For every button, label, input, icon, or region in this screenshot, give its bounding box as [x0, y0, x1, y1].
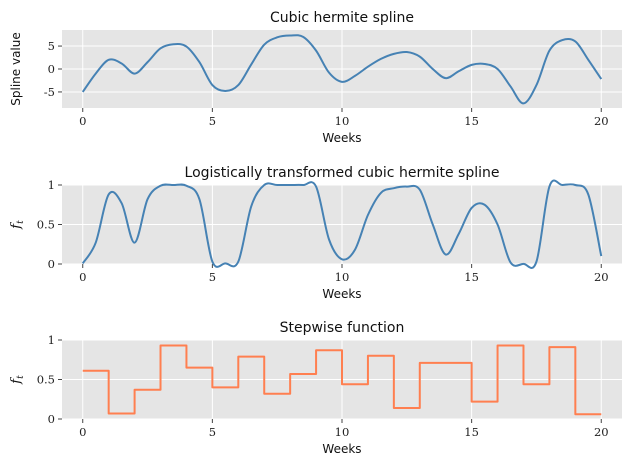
series-line [81, 179, 603, 269]
y-axis-label: ft [9, 375, 26, 385]
x-axis-label: Weeks [322, 442, 361, 456]
y-tick-label: 1 [48, 333, 55, 347]
y-tick-label: 5 [48, 39, 55, 53]
x-tick-label: 5 [209, 425, 216, 439]
x-axis-label: Weeks [322, 131, 361, 145]
series-line [82, 344, 602, 416]
x-tick-label: 0 [79, 270, 86, 284]
x-tick-label: 15 [464, 270, 479, 284]
chart-title: Stepwise function [280, 320, 405, 336]
chart-title: Cubic hermite spline [270, 10, 414, 26]
y-tick-label: 0 [48, 257, 55, 271]
y-axis-label: Spline value [9, 32, 23, 105]
x-tick-label: 5 [209, 114, 216, 128]
x-tick-label: 15 [464, 114, 479, 128]
panel-2: 0 5 10 15 20 0 0.5 1 Logistically transformed cu… [9, 165, 622, 301]
series-line [81, 34, 603, 105]
x-tick-label: 20 [594, 425, 609, 439]
chart-title: Logistically transformed cubic hermite s… [185, 165, 500, 181]
panel-3: 0 5 10 15 20 0 0.5 1 Stepwise function Weeks ft [9, 320, 622, 456]
x-axis-label: Weeks [322, 287, 361, 301]
x-tick-label: 10 [335, 425, 350, 439]
y-tick-label: 0.5 [37, 218, 55, 232]
x-tick-label: 5 [209, 270, 216, 284]
y-tick-label: -5 [44, 85, 55, 99]
x-tick-label: 10 [335, 114, 350, 128]
y-tick-label: 0 [48, 412, 55, 426]
x-tick-label: 0 [79, 114, 86, 128]
x-tick-label: 0 [79, 425, 86, 439]
y-tick-label: 1 [48, 178, 55, 192]
x-tick-label: 10 [335, 270, 350, 284]
panel-1: 0 5 10 15 20 -5 0 5 Cubic hermite spline Weeks Spl… [9, 10, 622, 145]
y-axis-label: ft [9, 220, 26, 230]
x-tick-label: 15 [464, 425, 479, 439]
x-tick-label: 20 [594, 114, 609, 128]
y-tick-label: 0 [48, 62, 55, 76]
y-tick-label: 0.5 [37, 373, 55, 387]
x-tick-label: 20 [594, 270, 609, 284]
